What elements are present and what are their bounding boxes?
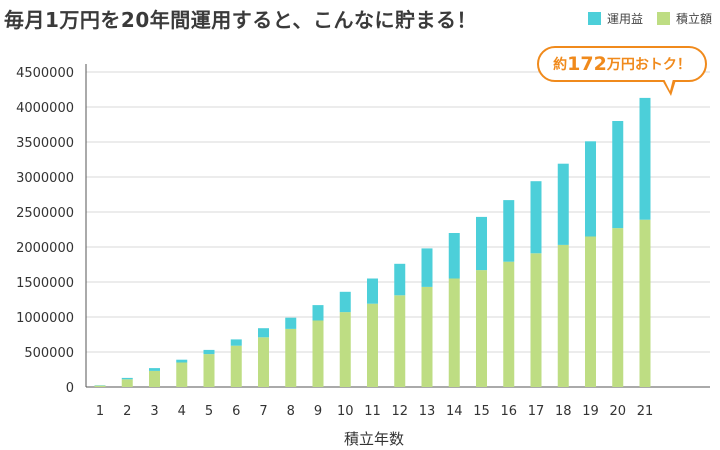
x-tick-label: 1 — [96, 404, 104, 419]
bar-interest — [312, 305, 324, 321]
bar-principal — [394, 295, 406, 387]
bar-principal — [339, 312, 351, 387]
x-tick-label: 19 — [582, 404, 599, 419]
legend-label-principal: 積立額 — [675, 12, 712, 26]
bar-interest — [530, 181, 542, 254]
x-tick-label: 12 — [391, 404, 408, 419]
chart-title: 毎月1万円を20年間運用すると、こんなに貯まる！ — [4, 8, 477, 32]
bar-principal — [530, 253, 542, 387]
callout-tail-fill — [664, 79, 673, 91]
bar-principal — [121, 379, 133, 387]
bar-interest — [639, 97, 651, 220]
bar-interest — [394, 263, 406, 296]
y-tick-label: 0 — [66, 381, 74, 396]
legend-item-interest: 運用益 — [587, 10, 643, 27]
legend-swatch-principal — [656, 12, 670, 25]
bar-interest — [230, 339, 242, 346]
x-tick-label: 15 — [473, 404, 490, 419]
bar-principal — [230, 345, 242, 387]
bar-principal — [176, 362, 188, 387]
bar-interest — [476, 216, 487, 271]
bar-interest — [612, 121, 624, 229]
bar-principal — [367, 303, 378, 387]
callout-suffix: 万円おトク！ — [606, 57, 691, 73]
bar-interest — [121, 377, 133, 380]
legend-item-principal: 積立額 — [656, 10, 712, 27]
bar-interest — [503, 200, 515, 262]
x-tick-label: 13 — [419, 404, 436, 419]
x-tick-label: 11 — [364, 404, 381, 419]
bar-interest — [339, 291, 351, 313]
x-tick-label: 16 — [500, 404, 517, 419]
y-tick-label: 3000000 — [16, 171, 74, 186]
y-tick-label: 1500000 — [16, 276, 74, 291]
bar-principal — [285, 328, 297, 387]
bar-principal — [585, 236, 596, 387]
x-tick-label: 20 — [609, 404, 626, 419]
bar-principal — [639, 219, 651, 387]
bar-principal — [258, 337, 269, 387]
bar-principal — [203, 354, 215, 387]
bar-interest — [258, 328, 269, 338]
bar-interest — [285, 317, 297, 329]
bar-interest — [557, 163, 569, 245]
bar-principal — [421, 286, 433, 387]
bar-interest — [585, 141, 596, 237]
x-tick-label: 5 — [205, 404, 213, 419]
bar-interest — [448, 233, 460, 279]
x-tick-label: 21 — [637, 404, 654, 419]
x-tick-label: 6 — [232, 404, 240, 419]
callout-prefix: 約 — [553, 57, 568, 73]
legend-label-interest: 運用益 — [606, 12, 643, 26]
callout-number: 172 — [567, 53, 607, 75]
bar-interest — [176, 359, 188, 363]
bar-interest — [149, 368, 160, 371]
bar-principal — [312, 320, 324, 387]
x-tick-label: 4 — [178, 404, 186, 419]
bar-principal — [476, 270, 487, 387]
bar-interest — [367, 278, 378, 304]
y-tick-label: 4000000 — [16, 101, 74, 116]
legend: 運用益 積立額 — [574, 10, 712, 27]
x-tick-label: 2 — [123, 404, 131, 419]
bar-principal — [448, 278, 460, 387]
y-tick-label: 4500000 — [16, 66, 74, 81]
y-tick-label: 1000000 — [16, 311, 74, 326]
x-tick-label: 8 — [287, 404, 295, 419]
y-tick-label: 500000 — [24, 346, 74, 361]
legend-swatch-interest — [587, 12, 601, 25]
y-tick-label: 3500000 — [16, 136, 74, 151]
savings-callout: 約 172 万円おトク！ — [537, 46, 707, 82]
bar-principal — [557, 244, 569, 387]
x-tick-label: 10 — [337, 404, 354, 419]
x-tick-label: 9 — [314, 404, 322, 419]
x-tick-label: 14 — [446, 404, 463, 419]
bar-principal — [94, 385, 106, 387]
bar-principal — [612, 228, 624, 387]
x-tick-label: 18 — [555, 404, 572, 419]
x-tick-label: 3 — [150, 404, 158, 419]
bar-principal — [503, 261, 515, 387]
bar-principal — [149, 370, 160, 387]
bar-interest — [203, 349, 215, 355]
bar-interest — [421, 248, 433, 287]
x-tick-label: 17 — [528, 404, 545, 419]
y-tick-label: 2500000 — [16, 206, 74, 221]
x-axis-title: 積立年数 — [344, 430, 404, 448]
y-tick-label: 2000000 — [16, 241, 74, 256]
x-tick-label: 7 — [259, 404, 267, 419]
